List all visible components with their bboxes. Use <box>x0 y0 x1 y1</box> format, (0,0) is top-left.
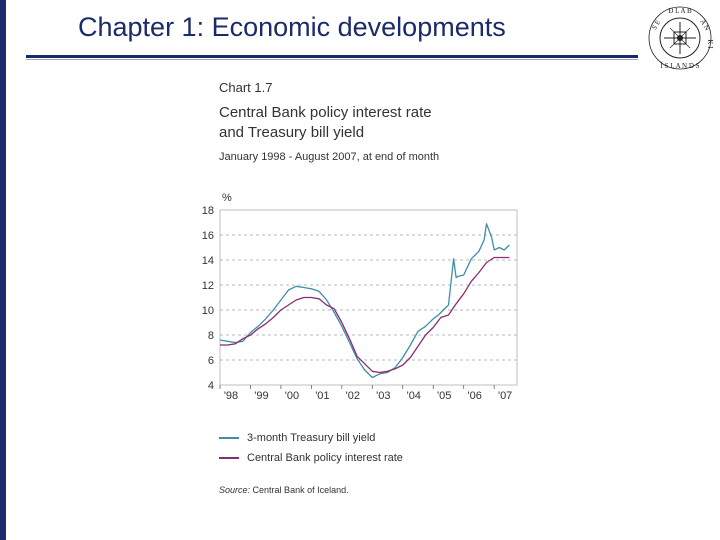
chart-legend: 3-month Treasury bill yield Central Bank… <box>219 428 403 468</box>
x-tick-label-2000: '00 <box>285 390 299 402</box>
legend-label-policy-rate: Central Bank policy interest rate <box>247 452 403 464</box>
y-tick-label-4: 4 <box>208 380 214 392</box>
chart-title-line1: Central Bank policy interest rate <box>219 104 432 121</box>
legend-swatch-tbill <box>219 437 239 439</box>
line-chart: % 4 6 8 10 12 14 16 18 '98 '99 '00 '01 '02 '03 '04 '05 '0… <box>202 192 518 402</box>
x-tick-label-2006: '06 <box>468 390 482 402</box>
svg-text:A N: A N <box>698 18 711 32</box>
y-axis-unit-label: % <box>222 192 232 204</box>
y-tick-label-10: 10 <box>202 305 214 317</box>
x-tick-label-1999: '99 <box>254 390 268 402</box>
chart-title-line2: and Treasury bill yield <box>219 124 365 141</box>
legend-swatch-policy-rate <box>219 457 239 459</box>
svg-text:Í S L A N D S: Í S L A N D S <box>660 62 699 70</box>
y-tick-label-6: 6 <box>208 355 214 367</box>
tbill-yield-line <box>219 223 510 379</box>
svg-text:K I: K I <box>706 39 714 49</box>
x-tick-label-1998: '98 <box>224 390 238 402</box>
left-accent-bar <box>0 0 6 540</box>
x-tick-label-2003: '03 <box>376 390 390 402</box>
legend-label-tbill: 3-month Treasury bill yield <box>247 432 376 444</box>
y-tick-label-16: 16 <box>202 230 214 242</box>
x-tick-label-2004: '04 <box>407 390 421 402</box>
chart-source: Source: Central Bank of Iceland. <box>219 485 349 495</box>
y-tick-label-8: 8 <box>208 330 214 342</box>
chart-number: Chart 1.7 <box>219 80 273 95</box>
y-tick-label-12: 12 <box>202 280 214 292</box>
plot-frame <box>219 209 518 386</box>
source-label: Source: <box>219 485 251 495</box>
slide-title: Chapter 1: Economic developments <box>78 12 506 42</box>
x-tick-label-2001: '01 <box>315 390 329 402</box>
x-tick-label-2007: '07 <box>498 390 512 402</box>
chart-subtitle: January 1998 - August 2007, at end of mo… <box>219 151 440 163</box>
y-tick-label-18: 18 <box>202 205 214 217</box>
svg-text:Ð L A B: Ð L A B <box>668 7 692 15</box>
source-text: Central Bank of Iceland. <box>252 485 349 495</box>
title-divider-shadow <box>26 59 638 60</box>
seal-icon: Ð L A B S E A N K I Í S L A N D S <box>648 6 714 70</box>
title-divider <box>26 55 638 58</box>
legend-item-tbill: 3-month Treasury bill yield <box>219 428 403 448</box>
y-tick-label-14: 14 <box>202 255 214 267</box>
policy-rate-line <box>220 256 510 374</box>
legend-item-policy-rate: Central Bank policy interest rate <box>219 448 403 468</box>
svg-text:S E: S E <box>650 19 662 32</box>
x-tick-label-2002: '02 <box>346 390 360 402</box>
x-tick-label-2005: '05 <box>437 390 451 402</box>
